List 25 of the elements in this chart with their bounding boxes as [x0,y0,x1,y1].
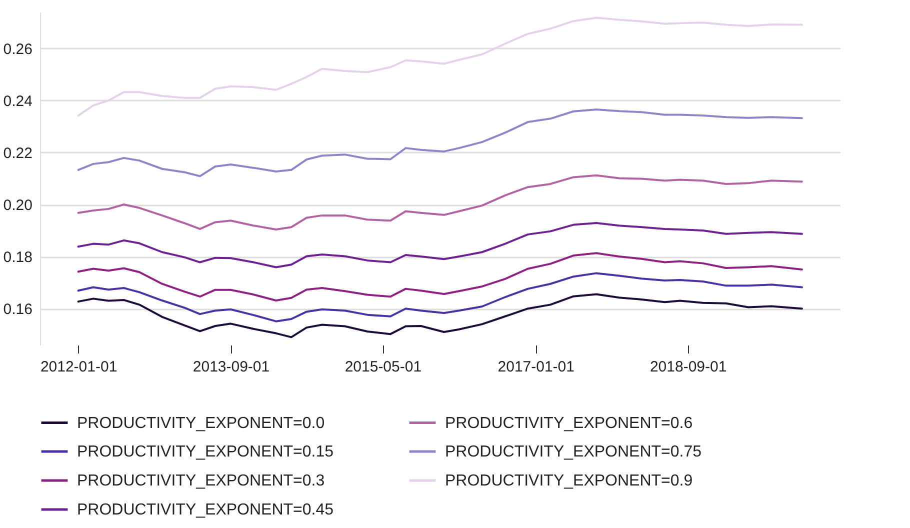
line-series [77,16,803,117]
line-series [77,108,803,178]
line-series [77,293,803,338]
line-series [77,252,803,302]
legend-label: PRODUCTIVITY_EXPONENT=0.15 [77,444,334,460]
legend-label: PRODUCTIVITY_EXPONENT=0.75 [445,444,702,460]
x-tick-label: 2015-05-01 [344,358,422,376]
y-tick-label: 0.20 [3,197,32,214]
line-series [77,222,803,268]
y-tick-label: 0.18 [3,249,32,266]
legend-label: PRODUCTIVITY_EXPONENT=0.9 [445,472,693,490]
legend-label: PRODUCTIVITY_EXPONENT=0.45 [77,502,334,518]
x-tick-label: 2018-09-01 [650,358,727,376]
line-series [77,272,803,322]
y-tick-label: 0.24 [3,92,32,110]
y-tick-label: 0.22 [3,144,32,162]
legend-label: PRODUCTIVITY_EXPONENT=0.0 [77,414,325,432]
x-tick-label: 2017-01-01 [498,358,574,376]
y-tick-label: 0.16 [3,301,32,318]
line-series [77,174,803,230]
x-tick-label: 2012-01-01 [40,358,118,376]
x-tick-label: 2013-09-01 [192,358,270,376]
legend-label: PRODUCTIVITY_EXPONENT=0.6 [445,414,693,432]
y-tick-label: 0.26 [3,40,32,58]
legend-label: PRODUCTIVITY_EXPONENT=0.3 [77,472,325,490]
